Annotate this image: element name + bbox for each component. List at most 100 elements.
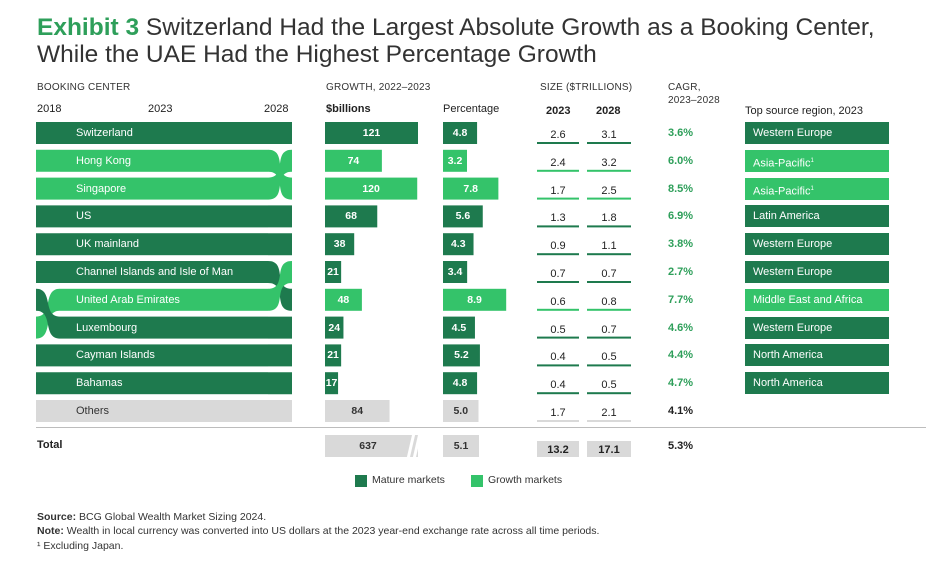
- ribbon-left-us: [36, 205, 60, 228]
- band-singapore: [60, 177, 268, 200]
- size23-line-hong-kong: [537, 169, 579, 172]
- ribbon-left-singapore: [36, 177, 60, 200]
- size-2028-header: 2028: [596, 105, 621, 117]
- growth-value-us: 68: [345, 210, 357, 223]
- bar-layer: [325, 122, 631, 460]
- source-text: BCG Global Wealth Market Sizing 2024.: [76, 511, 267, 523]
- ribbon-layer: [36, 122, 292, 422]
- year-2018-header: 2018: [37, 103, 62, 115]
- size28-line-united-arab-emirates: [587, 308, 631, 311]
- region-channel-islands-and-isle-of-man: Western Europe: [745, 261, 889, 283]
- cagr-value-hong-kong: 6.0%: [668, 154, 694, 167]
- total-size23-box: [537, 441, 579, 457]
- growth-bar-channel-islands-and-isle-of-man: [325, 261, 342, 283]
- row-label-cayman-islands: Cayman Islands: [76, 349, 155, 362]
- total-growth-bar: [325, 435, 418, 457]
- total-divider: [36, 427, 926, 428]
- ribbon-right-singapore: [268, 149, 292, 200]
- pct-bar-others: [443, 400, 479, 422]
- size28-line-hong-kong: [587, 169, 631, 172]
- region-footnote-mark: 1: [810, 185, 814, 192]
- pct-bar-cayman-islands: [443, 344, 480, 367]
- size28-value-singapore: 2.5: [601, 184, 617, 197]
- region-cayman-islands: North America: [745, 344, 889, 367]
- size23-value-switzerland: 2.6: [550, 129, 566, 141]
- chart-title: Exhibit 3 Switzerland Had the Largest Ab…: [37, 14, 917, 68]
- size23-line-singapore: [537, 197, 579, 200]
- growth-value-bahamas: 17: [325, 377, 338, 390]
- region-uk-mainland: Western Europe: [745, 233, 889, 256]
- band-cayman-islands: [60, 344, 268, 367]
- growth-value-uk-mainland: 38: [333, 238, 346, 251]
- row-label-luxembourg: Luxembourg: [76, 321, 138, 334]
- region-united-arab-emirates: Middle East and Africa: [745, 288, 889, 311]
- ribbon-right-switzerland: [268, 122, 292, 144]
- size23-value-bahamas: 0.4: [550, 379, 566, 392]
- ribbon-right-luxembourg: [268, 316, 292, 339]
- growth-bar-luxembourg: [325, 316, 344, 339]
- size28-value-hong-kong: 3.2: [601, 156, 617, 169]
- growth-value-cayman-islands: 21: [327, 349, 339, 362]
- size23-line-channel-islands-and-isle-of-man: [537, 281, 579, 283]
- size-2023-header: 2023: [546, 105, 571, 117]
- size28-value-switzerland: 3.1: [601, 129, 617, 141]
- cagr-value-bahamas: 4.7%: [668, 377, 694, 390]
- legend-growth-label: Growth markets: [488, 474, 563, 486]
- note-label: Note:: [37, 525, 64, 537]
- band-channel-islands-and-isle-of-man: [60, 261, 268, 283]
- underline-layer: [36, 142, 926, 428]
- pct-value-switzerland: 4.8: [452, 127, 468, 139]
- ribbon-right-cayman-islands: [268, 344, 292, 367]
- cagr-value-luxembourg: 4.6%: [668, 321, 694, 334]
- size28-value-us: 1.8: [601, 212, 617, 225]
- percentage-header: Percentage: [443, 103, 500, 115]
- total-pct-value: 5.1: [453, 440, 469, 452]
- growth-value-others: 84: [351, 405, 364, 417]
- pct-value-bahamas: 4.8: [452, 377, 468, 390]
- row-label-others: Others: [76, 405, 110, 417]
- size28-line-singapore: [587, 197, 631, 200]
- size23-value-channel-islands-and-isle-of-man: 0.7: [550, 268, 566, 280]
- pct-value-others: 5.0: [453, 405, 469, 417]
- band-uk-mainland: [60, 233, 268, 256]
- cagr-value-united-arab-emirates: 7.7%: [668, 293, 694, 306]
- pct-value-united-arab-emirates: 8.9: [467, 293, 482, 306]
- total-label: Total: [37, 439, 63, 451]
- band-us: [60, 205, 268, 228]
- growth-value-channel-islands-and-isle-of-man: 21: [327, 266, 339, 278]
- pct-value-cayman-islands: 5.2: [454, 349, 469, 362]
- row-label-hong-kong: Hong Kong: [76, 154, 132, 167]
- total-break-mark-1: [406, 432, 416, 460]
- year-2023-header: 2023: [148, 103, 173, 115]
- size28-value-cayman-islands: 0.5: [601, 351, 617, 364]
- row-label-channel-islands-and-isle-of-man: Channel Islands and Isle of Man: [76, 266, 234, 278]
- cagr-header: CAGR,: [668, 82, 701, 93]
- growth-bar-bahamas: [325, 372, 339, 395]
- growth-value-united-arab-emirates: 48: [337, 293, 350, 306]
- note-line: Note: Wealth in local currency was conve…: [37, 525, 599, 537]
- pct-value-us: 5.6: [455, 210, 471, 223]
- region-singapore: Asia-Pacific1: [745, 177, 889, 200]
- growth-bar-cayman-islands: [325, 344, 342, 367]
- size23-value-cayman-islands: 0.4: [550, 351, 566, 364]
- ribbon-right-united-arab-emirates: [268, 261, 292, 311]
- size28-line-luxembourg: [587, 336, 631, 339]
- ribbon-left-others: [36, 400, 60, 422]
- size23-value-uk-mainland: 0.9: [550, 240, 566, 253]
- pct-bar-uk-mainland: [443, 233, 474, 256]
- region-luxembourg: Western Europe: [745, 316, 889, 339]
- region-us: Latin America: [745, 205, 889, 228]
- billions-header: $billions: [326, 103, 371, 115]
- total-cagr-value: 5.3%: [668, 440, 694, 452]
- region-footnote-mark: 1: [810, 157, 814, 164]
- growth-bar-us: [325, 205, 378, 228]
- ribbon-left-switzerland: [36, 122, 60, 144]
- row-label-bahamas: Bahamas: [76, 377, 123, 390]
- size23-line-uk-mainland: [537, 253, 579, 256]
- size23-line-luxembourg: [537, 336, 579, 339]
- growth-value-switzerland: 121: [362, 127, 381, 139]
- pct-bar-luxembourg: [443, 316, 475, 339]
- size28-value-channel-islands-and-isle-of-man: 0.7: [601, 268, 617, 280]
- size28-value-uk-mainland: 1.1: [601, 240, 617, 253]
- band-switzerland: [60, 122, 268, 144]
